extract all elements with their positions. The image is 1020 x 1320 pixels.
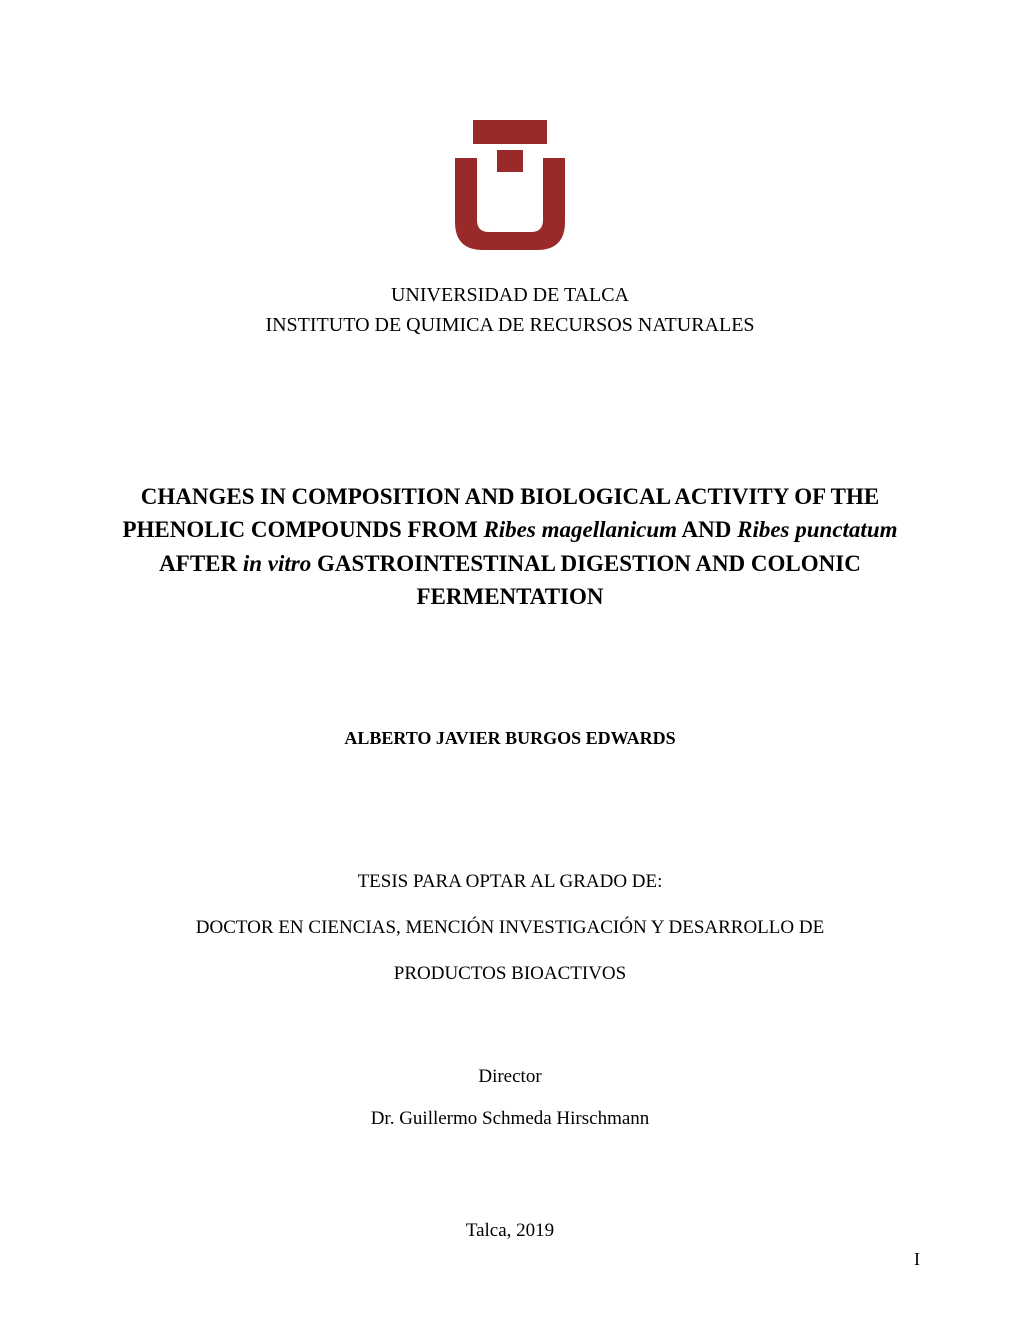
institution-line1: UNIVERSIDAD DE TALCA bbox=[100, 280, 920, 310]
degree-line3: PRODUCTOS BIOACTIVOS bbox=[100, 951, 920, 997]
title-italic2: Ribes punctatum bbox=[737, 517, 897, 542]
location-year: Talca, 2019 bbox=[100, 1220, 920, 1242]
director-name: Dr. Guillermo Schmeda Hirschmann bbox=[100, 1098, 920, 1140]
degree-section: TESIS PARA OPTAR AL GRADO DE: DOCTOR EN … bbox=[100, 859, 920, 996]
degree-line2: DOCTOR EN CIENCIAS, MENCIÓN INVESTIGACIÓ… bbox=[100, 905, 920, 951]
institution-block: UNIVERSIDAD DE TALCA INSTITUTO DE QUIMIC… bbox=[100, 280, 920, 340]
title-part2: AND bbox=[677, 517, 737, 542]
institution-line2: INSTITUTO DE QUIMICA DE RECURSOS NATURAL… bbox=[100, 310, 920, 340]
page-number: I bbox=[914, 1249, 920, 1270]
title-italic1: Ribes magellanicum bbox=[483, 517, 677, 542]
author-name: ALBERTO JAVIER BURGOS EDWARDS bbox=[100, 728, 920, 749]
director-section: Director Dr. Guillermo Schmeda Hirschman… bbox=[100, 1056, 920, 1140]
thesis-title: CHANGES IN COMPOSITION AND BIOLOGICAL AC… bbox=[100, 480, 920, 613]
director-label: Director bbox=[100, 1056, 920, 1098]
logo-container bbox=[100, 120, 920, 255]
university-logo bbox=[455, 120, 565, 250]
title-part4: GASTROINTESTINAL DIGESTION AND COLONIC F… bbox=[311, 551, 861, 609]
title-italic3: in vitro bbox=[243, 551, 311, 576]
title-part3: AFTER bbox=[159, 551, 243, 576]
degree-line1: TESIS PARA OPTAR AL GRADO DE: bbox=[100, 859, 920, 905]
